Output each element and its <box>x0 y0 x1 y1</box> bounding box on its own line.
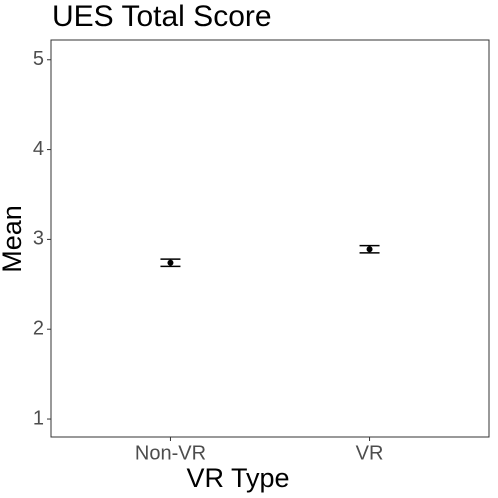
y-tick-label: 4 <box>33 138 44 160</box>
mean-point <box>167 259 174 266</box>
x-tick-label: Non-VR <box>135 442 206 464</box>
mean-point <box>366 246 373 253</box>
y-tick-label: 2 <box>33 317 44 339</box>
chart-title: UES Total Score <box>52 0 272 33</box>
y-tick-label: 3 <box>33 228 44 250</box>
y-tick-label: 1 <box>33 407 44 429</box>
x-tick-label: VR <box>356 442 384 464</box>
y-axis-label: Mean <box>0 205 27 273</box>
y-tick-label: 5 <box>33 48 44 70</box>
x-axis-label: VR Type <box>186 463 289 493</box>
plot-panel <box>50 39 490 438</box>
